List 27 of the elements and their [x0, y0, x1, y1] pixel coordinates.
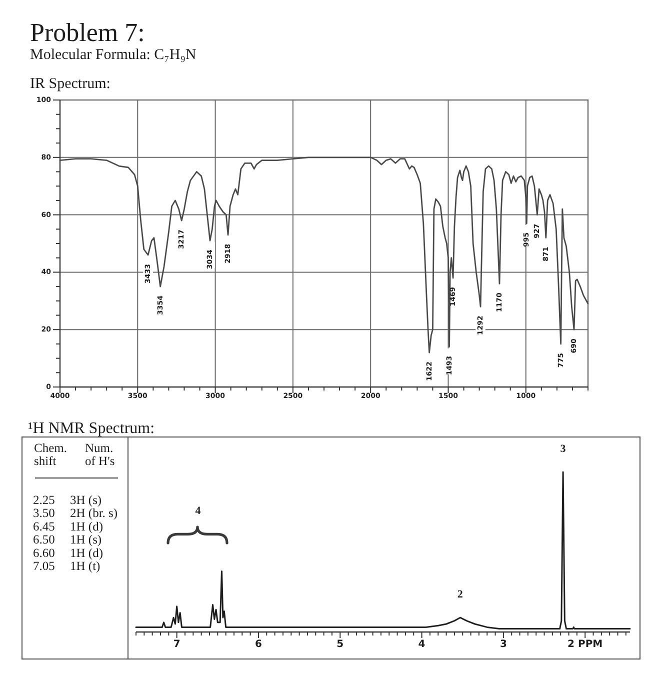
- annotation: 3: [560, 443, 566, 455]
- x-tick-label: 4: [418, 639, 426, 650]
- text: 6.45: [33, 519, 55, 534]
- text: 7.05: [33, 559, 55, 573]
- chart-title: IR Spectrum:: [30, 76, 110, 92]
- text: 1H (d): [70, 519, 103, 534]
- x-tick-label: 3: [500, 639, 507, 650]
- text: 1H (s): [70, 532, 102, 547]
- text: 3.50: [33, 506, 55, 520]
- x-tick-label: 6: [254, 639, 262, 650]
- text: 1H (t): [70, 559, 100, 573]
- annotation: 4: [195, 505, 202, 517]
- text: Molecular Formula: C₇H₉N: [30, 47, 196, 63]
- x-tick-label: 7: [173, 639, 180, 650]
- text: 3H (s): [70, 493, 102, 507]
- category-label: Num. of H's: [85, 441, 115, 468]
- text: 2H (br. s): [70, 506, 118, 520]
- text: ¹H NMR Spectrum:: [28, 420, 155, 437]
- annotation: 2: [457, 588, 464, 601]
- category-label: Chem. shift: [34, 441, 67, 468]
- text: 1H (d): [70, 546, 103, 560]
- text: Problem 7:: [30, 18, 145, 47]
- text: 6.60: [33, 546, 55, 560]
- text: 6.50: [33, 532, 55, 547]
- x-tick-label: 2 PPM: [568, 639, 603, 650]
- text: 2.25: [33, 493, 55, 507]
- x-tick-label: 5: [336, 639, 344, 650]
